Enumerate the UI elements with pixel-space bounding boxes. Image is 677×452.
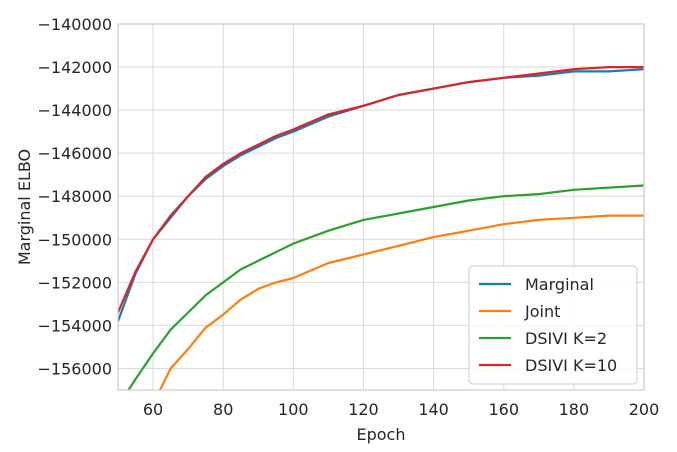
legend-label: DSIVI K=2 [525, 329, 607, 348]
series-line-dsivi-k-10 [118, 65, 644, 313]
y-tick-label: −144000 [38, 101, 112, 120]
y-tick-label: −148000 [38, 187, 112, 206]
x-tick-label: 140 [418, 400, 449, 419]
legend: Marginal Joint DSIVI K=2 DSIVI K=10 [468, 265, 638, 385]
x-tick-label: 200 [629, 400, 660, 419]
legend-label: Marginal [525, 275, 594, 294]
x-tick-label: 60 [143, 400, 163, 419]
legend-label: Joint [524, 302, 560, 321]
y-axis-label: Marginal ELBO [15, 149, 34, 265]
x-tick-label: 120 [348, 400, 379, 419]
y-tick-label: −152000 [38, 273, 112, 292]
y-tick-label: −146000 [38, 144, 112, 163]
y-tick-labels: −156000 −154000 −152000 −150000 −148000 −1460… [38, 15, 112, 378]
legend-label: DSIVI K=10 [525, 356, 617, 375]
plot-frame [117, 23, 645, 391]
y-tick-label: −156000 [38, 359, 112, 378]
legend-box [468, 265, 638, 385]
y-tick-label: −142000 [38, 58, 112, 77]
x-tick-label: 160 [488, 400, 519, 419]
y-tick-label: −140000 [38, 15, 112, 34]
x-tick-label: 180 [559, 400, 590, 419]
series-line-dsivi-k-2 [127, 184, 644, 390]
x-tick-label: 80 [213, 400, 233, 419]
series-line-joint [159, 214, 644, 390]
x-axis-label: Epoch [357, 425, 406, 444]
series-lines [118, 65, 644, 390]
x-tick-label: 100 [278, 400, 309, 419]
y-tick-label: −154000 [38, 316, 112, 335]
x-tick-labels: 60 80 100 120 140 160 180 200 [143, 400, 659, 419]
y-tick-label: −150000 [38, 230, 112, 249]
